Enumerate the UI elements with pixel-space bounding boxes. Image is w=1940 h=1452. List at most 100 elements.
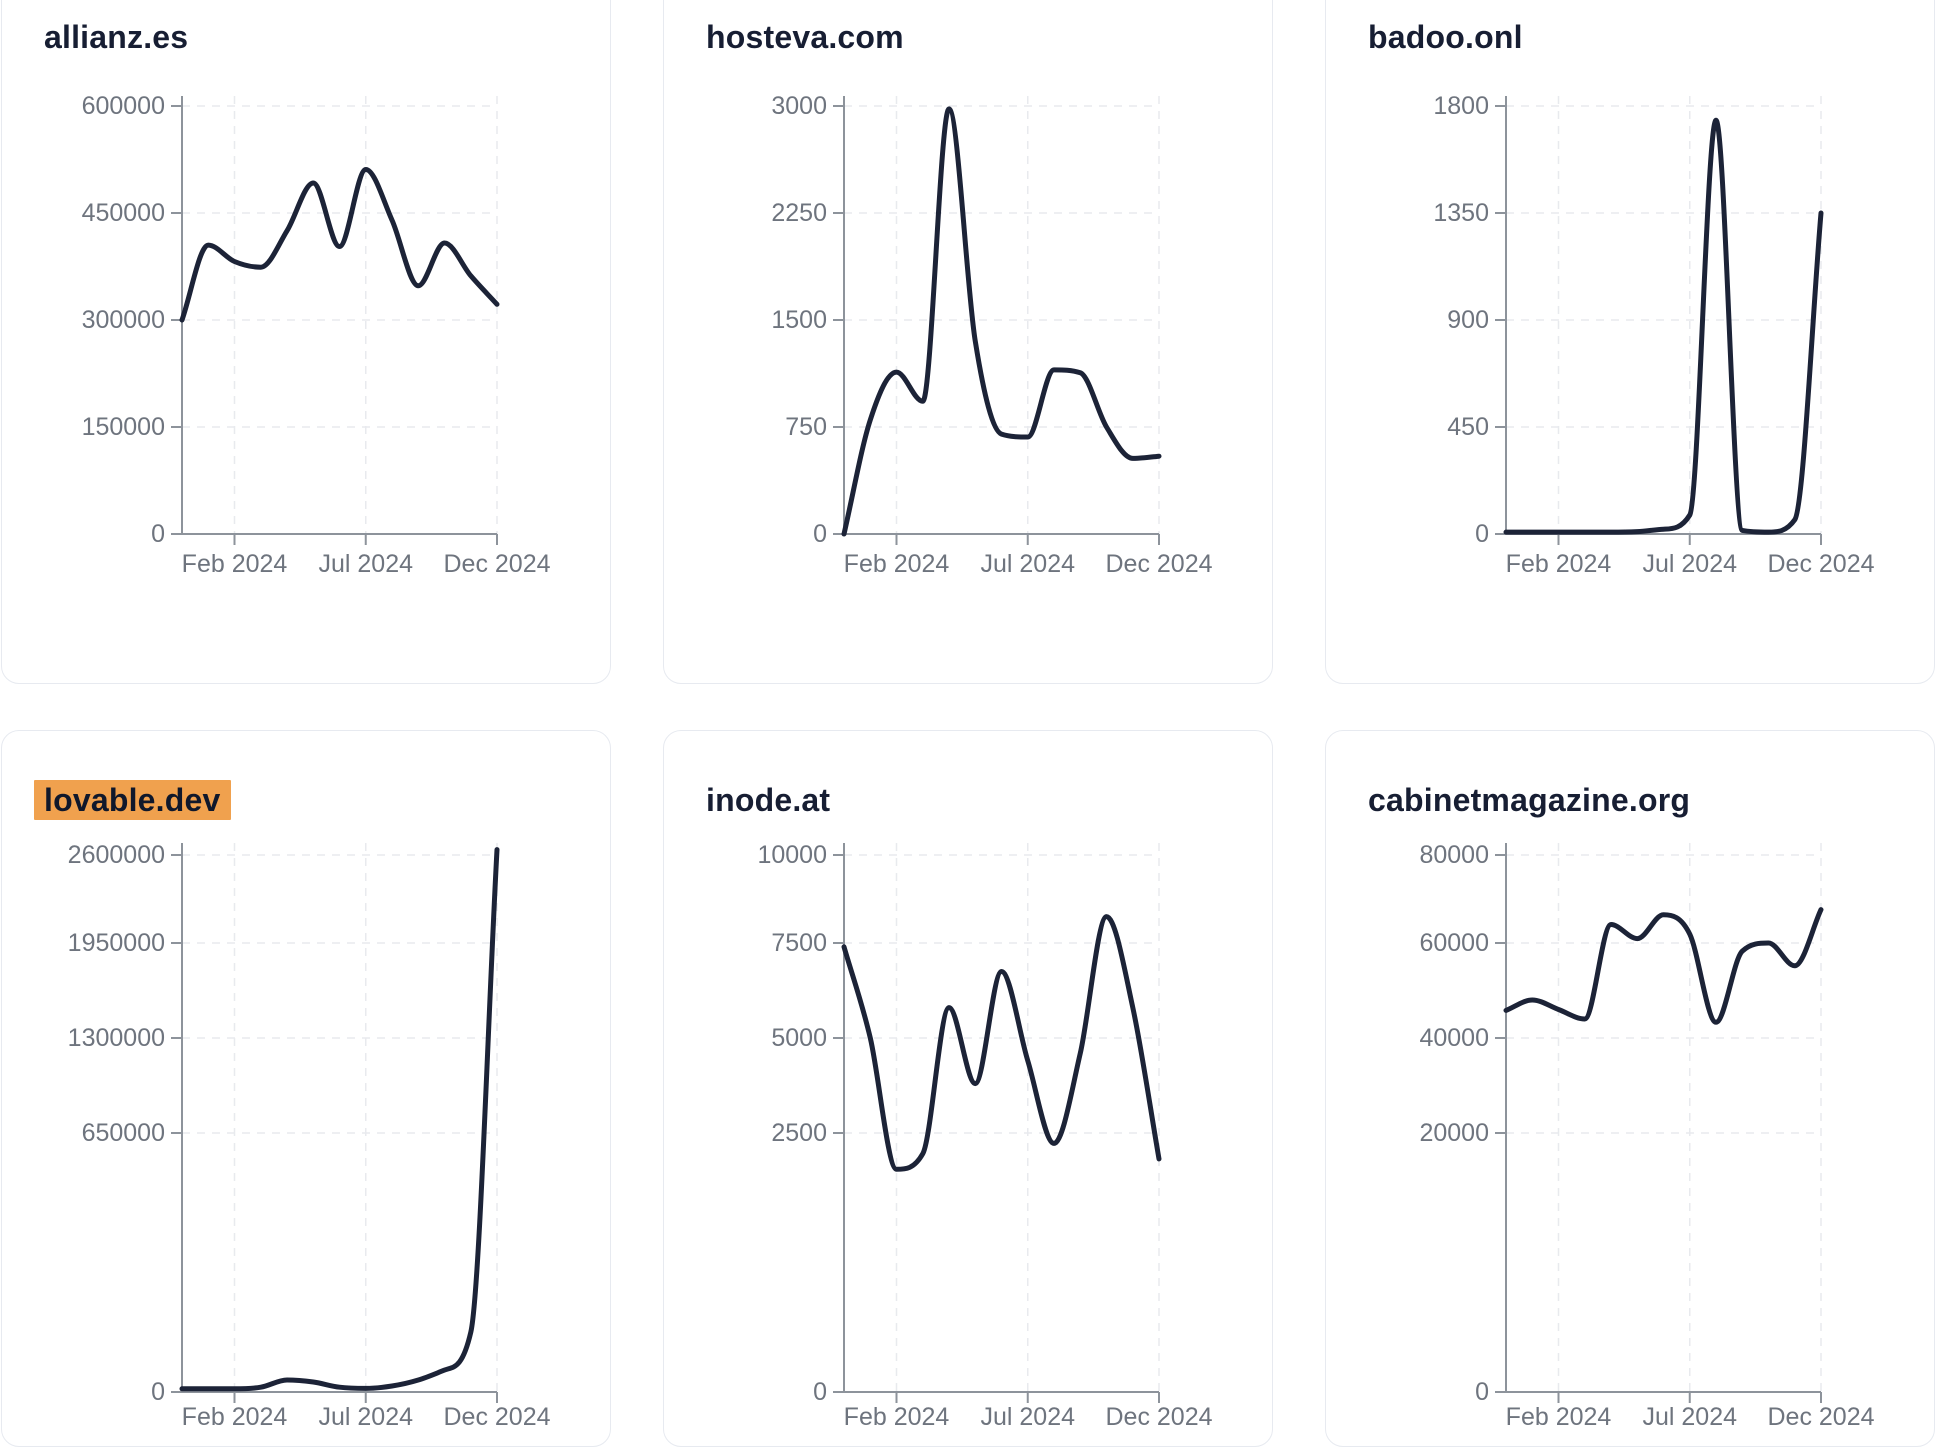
axes [833,96,1160,545]
x-tick-labels: Feb 2024 Jul 2024 Dec 2024 [1506,550,1875,578]
domain-title-row: inode.at [706,779,840,821]
x-tick-label: Feb 2024 [1506,1403,1612,1431]
domain-card[interactable]: inode.at 10000 7500 5000 2500 0 Feb 2024 Jul 2… [663,730,1273,1447]
y-tick-label: 40000 [1419,1024,1489,1052]
domain-title: inode.at [706,782,831,818]
domain-card[interactable]: badoo.onl 1800 1350 900 450 0 Feb 2024 Jul 202… [1325,0,1935,684]
y-tick-label: 7500 [771,929,827,957]
y-tick-label: 0 [813,1378,827,1406]
y-tick-label: 1350 [1433,199,1489,227]
y-tick-label: 450000 [82,199,165,227]
y-tick-label: 300000 [82,306,165,334]
gridlines [844,843,1160,1392]
domain-title: badoo.onl [1368,19,1523,55]
gridlines [1506,843,1822,1392]
y-tick-label: 1500 [771,306,827,334]
x-tick-label: Jul 2024 [980,550,1075,578]
series-line [841,914,1162,1172]
traffic-line-chart: 80000 60000 40000 20000 0 Feb 2024 Jul 2024 Dec… [1419,841,1875,1431]
x-tick-label: Jul 2024 [1642,550,1737,578]
traffic-line-chart: 10000 7500 5000 2500 0 Feb 2024 Jul 2024 Dec 20… [757,841,1213,1431]
series-line [179,847,500,1392]
y-tick-labels: 2600000 1950000 1300000 650000 0 [68,841,165,1406]
y-tick-label: 80000 [1419,841,1489,869]
traffic-line-chart: 3000 2250 1500 750 0 Feb 2024 Jul 2024 Dec 2024 [771,92,1213,578]
y-tick-labels: 600000 450000 300000 150000 0 [82,92,165,548]
x-tick-label: Feb 2024 [182,1403,288,1431]
y-tick-label: 10000 [757,841,827,869]
domain-title-row: cabinetmagazine.org [1368,779,1700,821]
x-tick-label: Jul 2024 [980,1403,1075,1431]
domain-card[interactable]: lovable.dev 2600000 1950000 1300000 650000 0… [1,730,611,1447]
gridlines [182,96,498,534]
x-tick-label: Dec 2024 [1767,550,1874,578]
y-tick-label: 0 [151,520,165,548]
y-tick-label: 750 [785,413,827,441]
x-tick-label: Jul 2024 [1642,1403,1737,1431]
traffic-line-chart: 1800 1350 900 450 0 Feb 2024 Jul 2024 Dec 2024 [1433,92,1875,578]
y-tick-label: 0 [1475,1378,1489,1406]
x-tick-label: Feb 2024 [1506,550,1612,578]
y-tick-labels: 1800 1350 900 450 0 [1433,92,1489,548]
y-tick-label: 450 [1447,413,1489,441]
domain-title: cabinetmagazine.org [1368,782,1691,818]
y-tick-labels: 3000 2250 1500 750 0 [771,92,827,548]
domain-title-row: allianz.es [44,16,198,58]
x-tick-labels: Feb 2024 Jul 2024 Dec 2024 [844,1403,1213,1431]
y-tick-label: 150000 [82,413,165,441]
y-tick-labels: 10000 7500 5000 2500 0 [757,841,827,1406]
x-tick-label: Dec 2024 [1105,1403,1212,1431]
y-tick-label: 60000 [1419,929,1489,957]
y-tick-label: 2500 [771,1119,827,1147]
y-tick-label: 0 [813,520,827,548]
x-tick-label: Jul 2024 [318,1403,413,1431]
x-tick-label: Dec 2024 [443,1403,550,1431]
series-line [1503,117,1824,535]
domain-title: allianz.es [44,19,189,55]
domain-title-row: badoo.onl [1368,16,1533,58]
axes [171,843,498,1403]
y-tick-label: 3000 [771,92,827,120]
x-tick-label: Dec 2024 [443,550,550,578]
x-tick-label: Jul 2024 [318,550,413,578]
axes [833,843,1160,1403]
y-tick-label: 5000 [771,1024,827,1052]
domain-card[interactable]: hosteva.com 3000 2250 1500 750 0 Feb 2024 Jul … [663,0,1273,684]
traffic-line-chart: 2600000 1950000 1300000 650000 0 Feb 2024 Jul … [68,841,551,1431]
x-tick-label: Feb 2024 [844,1403,950,1431]
y-tick-label: 1950000 [68,929,165,957]
x-tick-label: Dec 2024 [1105,550,1212,578]
x-tick-label: Feb 2024 [182,550,288,578]
x-tick-labels: Feb 2024 Jul 2024 Dec 2024 [182,1403,551,1431]
y-tick-label: 0 [151,1378,165,1406]
gridlines [844,96,1160,534]
domain-title: lovable.dev [34,780,231,820]
domain-title: hosteva.com [706,19,904,55]
domain-title-row: hosteva.com [706,16,914,58]
traffic-line-chart: 600000 450000 300000 150000 0 Feb 2024 Jul 202… [82,92,551,578]
y-tick-label: 600000 [82,92,165,120]
y-tick-label: 2600000 [68,841,165,869]
domain-card[interactable]: cabinetmagazine.org 80000 60000 40000 20000… [1325,730,1935,1447]
y-tick-label: 900 [1447,306,1489,334]
x-tick-label: Feb 2024 [844,550,950,578]
y-tick-label: 1800 [1433,92,1489,120]
domain-card[interactable]: allianz.es 600000 450000 300000 150000 0 Feb … [1,0,611,684]
axes [1495,843,1822,1403]
series-line [1503,907,1824,1025]
x-tick-label: Dec 2024 [1767,1403,1874,1431]
x-tick-labels: Feb 2024 Jul 2024 Dec 2024 [844,550,1213,578]
y-tick-label: 0 [1475,520,1489,548]
y-tick-label: 650000 [82,1119,165,1147]
domain-title-row: lovable.dev [34,779,231,821]
series-line [841,106,1162,537]
y-tick-label: 2250 [771,199,827,227]
gridlines [1506,96,1822,534]
y-tick-labels: 80000 60000 40000 20000 0 [1419,841,1489,1406]
x-tick-labels: Feb 2024 Jul 2024 Dec 2024 [182,550,551,578]
y-tick-label: 20000 [1419,1119,1489,1147]
gridlines [182,843,498,1392]
x-tick-labels: Feb 2024 Jul 2024 Dec 2024 [1506,1403,1875,1431]
y-tick-label: 1300000 [68,1024,165,1052]
